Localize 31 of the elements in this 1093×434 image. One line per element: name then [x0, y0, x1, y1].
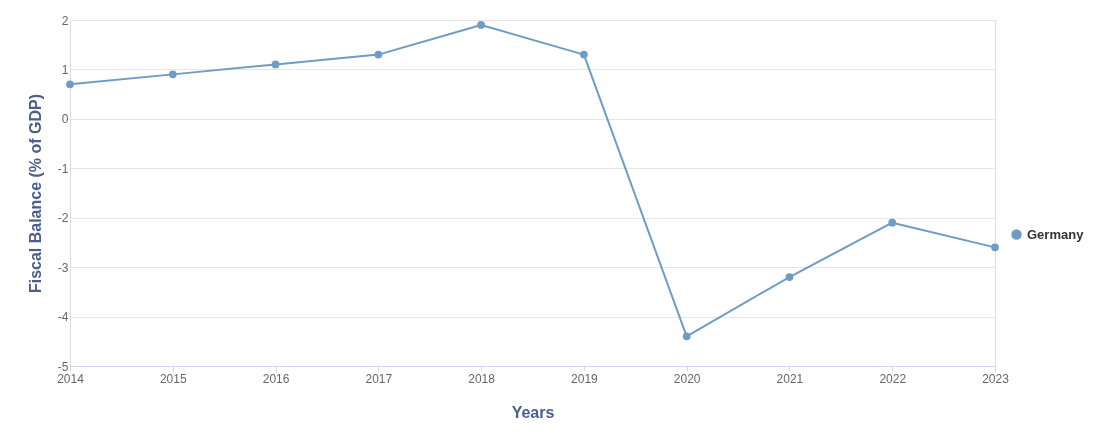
point — [682, 332, 691, 341]
x-axis-title: Years — [511, 403, 555, 421]
point — [580, 50, 588, 59]
y-axis-title: Fiscal Balance (% of GDP) — [26, 93, 44, 294]
point — [477, 21, 485, 29]
y-tick-label: -3 — [57, 260, 69, 275]
point — [168, 70, 177, 79]
legend-label: Germany — [1027, 226, 1085, 242]
point — [66, 80, 74, 89]
x-tick-label: 2019 — [571, 371, 599, 386]
x-tick-label: 2021 — [776, 371, 804, 386]
y-tick-label: 2 — [61, 13, 69, 28]
y-tick-label: 0 — [61, 112, 69, 127]
y-tick-label: -2 — [57, 211, 69, 226]
x-tick-label: 2022 — [879, 371, 907, 386]
x-tick-label: 2018 — [468, 371, 496, 386]
x-tick-label: 2015 — [159, 371, 187, 386]
point — [271, 60, 280, 69]
x-tick-label: 2020 — [673, 371, 701, 386]
point — [785, 273, 794, 281]
y-tick-label: -4 — [57, 310, 69, 325]
x-tick-label: 2023 — [982, 371, 1010, 386]
x-tick-label: 2017 — [365, 371, 393, 386]
y-tick-label: -5 — [57, 359, 69, 374]
point — [991, 243, 999, 252]
y-tick-label: 1 — [61, 62, 69, 77]
y-tick-label: -1 — [57, 161, 69, 176]
x-tick-label: 2014 — [57, 371, 85, 386]
x-tick-label: 2016 — [262, 371, 290, 386]
point — [888, 218, 897, 227]
point — [374, 50, 383, 59]
